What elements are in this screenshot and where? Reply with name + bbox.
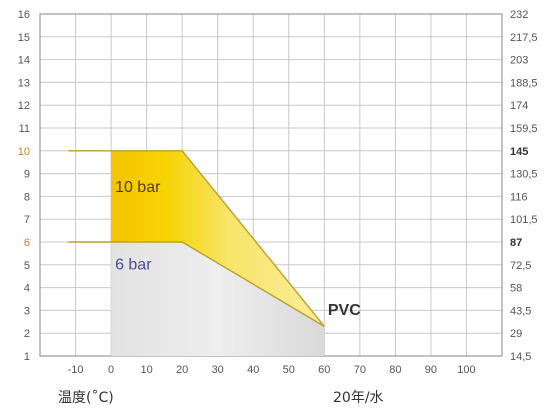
series-label-10-bar: 10 bar	[115, 179, 161, 196]
y-tick-label-left: 14	[18, 55, 30, 67]
y-tick-label-left: 15	[18, 32, 30, 44]
tick-labels: -10 0 10 20 30 40 50 60 70 80 90 100123456789101112…	[18, 9, 538, 376]
chart-labels: 10 bar 6 bar PVC 温度(˚C) 20年/水	[58, 179, 384, 406]
x-tick-label: 50	[283, 364, 295, 376]
y-tick-label-left: 9	[24, 169, 30, 181]
y-tick-label-left: 10	[18, 146, 30, 158]
x-tick-label: 100	[457, 364, 475, 376]
y-tick-label-left: 2	[24, 328, 30, 340]
x-tick-label: 40	[247, 364, 259, 376]
y-tick-label-right: 217,5	[510, 32, 538, 44]
y-tick-label-left: 3	[24, 305, 30, 317]
y-tick-label-right: 159,5	[510, 123, 538, 135]
y-tick-label-right: 58	[510, 283, 522, 295]
y-tick-label-right: 188,5	[510, 77, 538, 89]
x-tick-label: -10	[68, 364, 84, 376]
x-tick-label: 60	[318, 364, 330, 376]
y-tick-label-right: 43,5	[510, 305, 531, 317]
series-label-6-bar: 6 bar	[115, 256, 152, 273]
series-line-6-bar	[111, 241, 325, 327]
y-tick-label-right: 14,5	[510, 351, 531, 363]
x-tick-label: 0	[108, 364, 114, 376]
x-tick-label: 80	[389, 364, 401, 376]
y-tick-label-right: 174	[510, 100, 528, 112]
y-tick-label-left: 13	[18, 77, 30, 89]
y-tick-label-left: 7	[24, 214, 30, 226]
x-tick-label: 70	[354, 364, 366, 376]
area-6-bar	[111, 242, 325, 356]
x-axis-label: 温度(˚C)	[58, 389, 114, 406]
y-tick-label-left: 12	[18, 100, 30, 112]
plot-lines	[68, 150, 325, 327]
y-tick-label-right: 232	[510, 9, 528, 21]
series-line-10-bar	[111, 150, 325, 327]
x-tick-label: 20	[176, 364, 188, 376]
x-tick-label: 10	[140, 364, 152, 376]
y-tick-label-left: 5	[24, 260, 30, 272]
y-tick-label-right: 29	[510, 328, 522, 340]
x-tick-label: 90	[425, 364, 437, 376]
y-tick-label-right: 87	[510, 237, 522, 249]
y-tick-label-left: 4	[24, 283, 30, 295]
y-tick-label-left: 11	[19, 123, 30, 135]
y-tick-label-right: 145	[510, 146, 528, 158]
y-tick-label-left: 16	[18, 9, 30, 21]
y-tick-label-left: 1	[24, 351, 30, 363]
area-10-bar	[111, 150, 325, 327]
y-tick-label-right: 116	[510, 191, 528, 203]
plot-areas	[111, 150, 325, 356]
y-tick-label-left: 6	[24, 237, 30, 249]
annotation-pvc: PVC	[328, 302, 361, 319]
x-axis-label-right: 20年/水	[333, 390, 384, 406]
x-tick-label: 30	[212, 364, 224, 376]
y-tick-label-right: 101,5	[510, 214, 538, 226]
y-tick-label-right: 130,5	[510, 169, 538, 181]
y-tick-label-right: 72,5	[510, 260, 531, 272]
y-tick-label-right: 203	[510, 55, 528, 67]
y-tick-label-left: 8	[24, 191, 30, 203]
